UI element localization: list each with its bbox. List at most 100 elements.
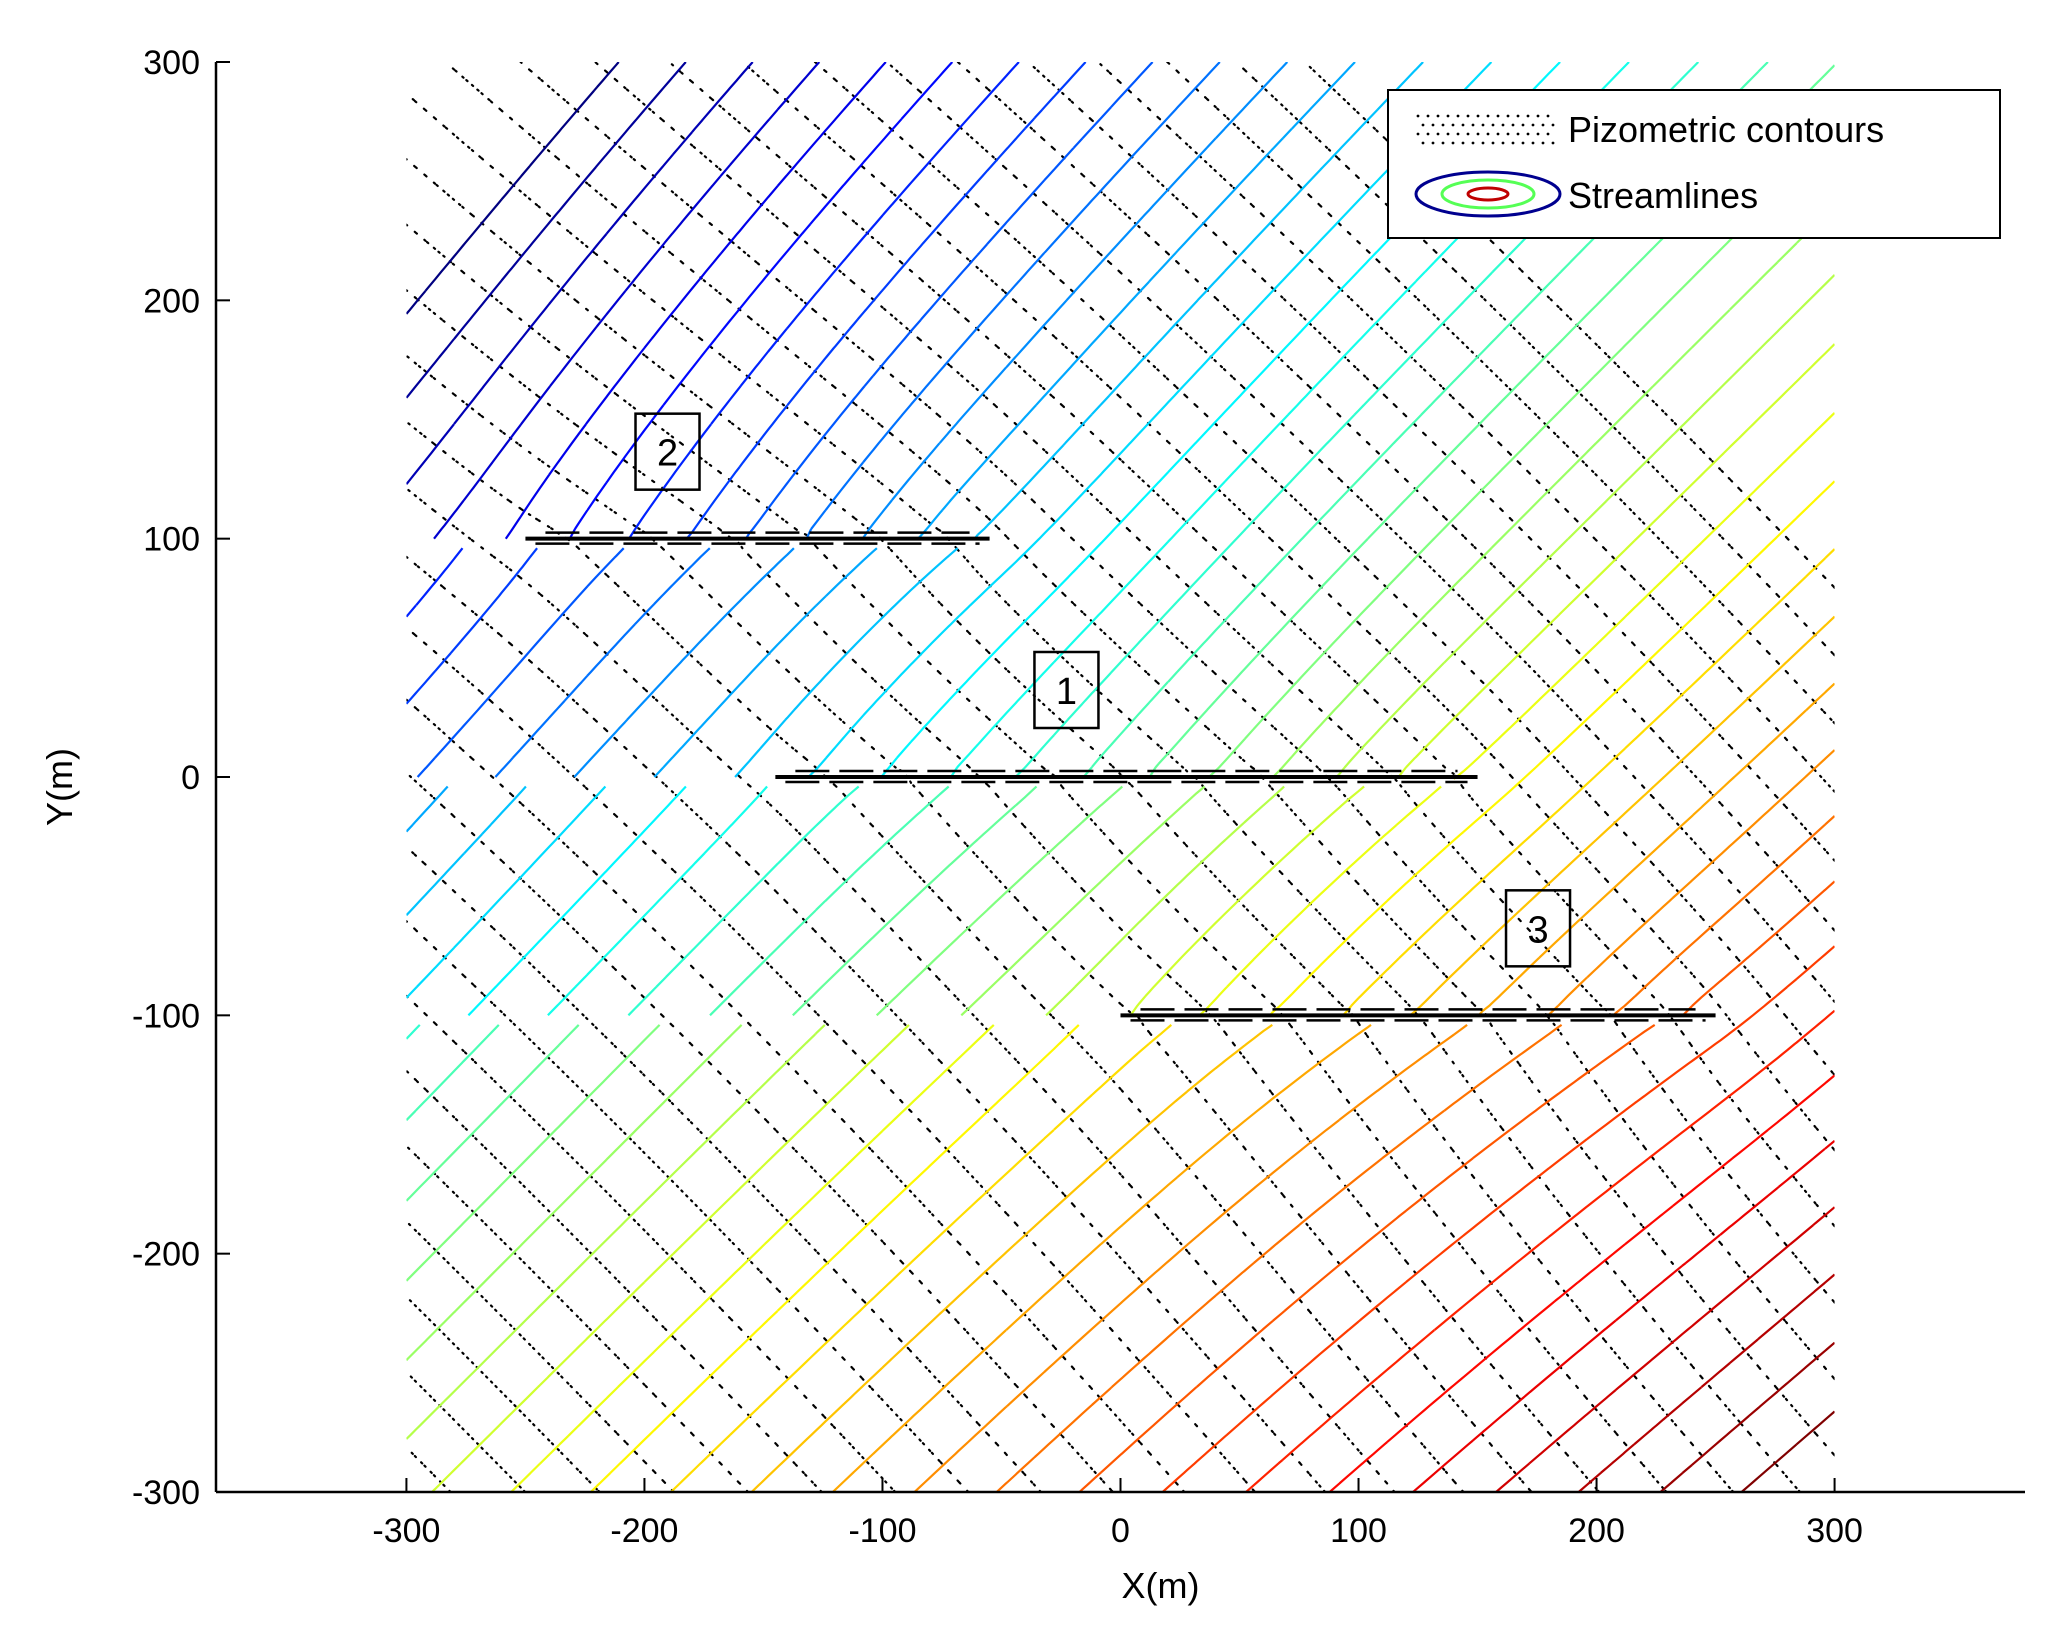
y-tick-label: -200 [132, 1236, 200, 1274]
well-1: 1 [775, 650, 1478, 784]
legend-ellipse-inner [1466, 186, 1510, 202]
legend-dot [1431, 123, 1435, 127]
contour-line [510, 412, 1835, 1492]
y-tick-label: -100 [132, 997, 200, 1035]
legend-dot [1526, 114, 1530, 118]
legend-streamline-sample [1414, 170, 1562, 218]
legend-dot [1546, 114, 1550, 118]
contour-line [1161, 945, 1835, 1492]
contour-line [1740, 1410, 1835, 1492]
legend-dot [1516, 114, 1520, 118]
contour-line [406, 1371, 527, 1492]
legend-dot [1506, 132, 1510, 136]
legend-dot [1451, 123, 1455, 127]
contour-line [741, 62, 1835, 1152]
contour-line [1659, 1341, 1835, 1492]
well-label: 2 [657, 433, 678, 475]
legend-dot [1446, 132, 1450, 136]
legend-ellipse-outer [1414, 170, 1562, 218]
contour-line [406, 62, 1356, 833]
contour-line [1235, 62, 1835, 657]
legend-dot [1436, 132, 1440, 136]
legend-dot [1431, 141, 1435, 145]
legend-label-streamlines: Streamlines [1568, 175, 1758, 216]
legend-dot [1481, 141, 1485, 145]
legend-ellipse-middle [1440, 178, 1536, 210]
contour-line [444, 62, 1835, 1457]
contour-line [406, 158, 1735, 1492]
legend-dot [1416, 132, 1420, 136]
legend-dot [1521, 141, 1525, 145]
contour-line [750, 615, 1835, 1492]
contour-line [406, 62, 754, 485]
contour-line [406, 204, 1835, 1361]
contour-line [504, 62, 887, 540]
contour-line [406, 487, 1396, 1492]
legend-dot [1511, 123, 1515, 127]
contour-line [813, 62, 1835, 1077]
legend-dot [1441, 123, 1445, 127]
y-tick-label: -300 [132, 1474, 200, 1512]
legend-dot [1551, 123, 1555, 127]
legend: Pizometric contours Streamlines [1387, 89, 2001, 239]
x-axis-label: X(m) [1122, 1565, 1200, 1606]
legend-dot [1456, 114, 1460, 118]
contour-line [1495, 1206, 1835, 1492]
contour-line [406, 62, 687, 399]
legend-dot [1416, 114, 1420, 118]
legend-dot [1546, 132, 1550, 136]
contour-line [913, 749, 1835, 1492]
legend-dot [1436, 114, 1440, 118]
x-tick-label: 300 [1806, 1512, 1863, 1550]
legend-dot [1486, 114, 1490, 118]
contour-line [668, 62, 1835, 1228]
x-tick-label: -200 [610, 1512, 678, 1550]
legend-dot [1471, 141, 1475, 145]
legend-dot [1521, 123, 1525, 127]
legend-dot [1476, 114, 1480, 118]
legend-dot [1536, 114, 1540, 118]
legend-dot [1491, 123, 1495, 127]
contour-line [406, 354, 1533, 1492]
legend-dotted-sample [1416, 114, 1555, 145]
contour-line [594, 62, 1835, 1304]
wells: 2 1 3 [525, 412, 1716, 1022]
x-tick-label: 200 [1568, 1512, 1625, 1550]
well-label-box [634, 412, 701, 491]
x-tick-label: 100 [1330, 1512, 1387, 1550]
contour-line [1245, 1009, 1835, 1492]
contour-line [1577, 1273, 1835, 1492]
contour-line [406, 274, 1835, 1440]
well-2: 2 [525, 412, 990, 545]
legend-dot [1496, 132, 1500, 136]
contour-line [406, 289, 1601, 1492]
legend-dot [1486, 132, 1490, 136]
legend-dot [1496, 114, 1500, 118]
contour-line [406, 555, 1327, 1492]
legend-dot [1506, 114, 1510, 118]
contour-line [1027, 62, 1835, 862]
contour-line [1078, 880, 1835, 1492]
contour-line [406, 1069, 823, 1492]
contour-line [406, 1220, 675, 1492]
legend-dot [1426, 114, 1430, 118]
contour-line [406, 134, 1835, 1282]
x-tick-label: -300 [372, 1512, 440, 1550]
contour-line [590, 480, 1835, 1492]
contour-line [956, 62, 1835, 932]
legend-dot [1501, 123, 1505, 127]
well-label-box [1033, 650, 1100, 730]
legend-dot [1456, 132, 1460, 136]
x-tick-label: 0 [1111, 1512, 1130, 1550]
contour-line [885, 62, 1835, 1003]
contour-line [406, 62, 1493, 999]
contour-line [995, 815, 1835, 1492]
legend-dot [1531, 123, 1535, 127]
contour-line [406, 62, 1087, 705]
legend-dot [1541, 141, 1545, 145]
contour-line [1096, 62, 1835, 793]
contour-line [406, 62, 1020, 618]
streamlines [406, 62, 1835, 1492]
contour-line [431, 343, 1835, 1492]
